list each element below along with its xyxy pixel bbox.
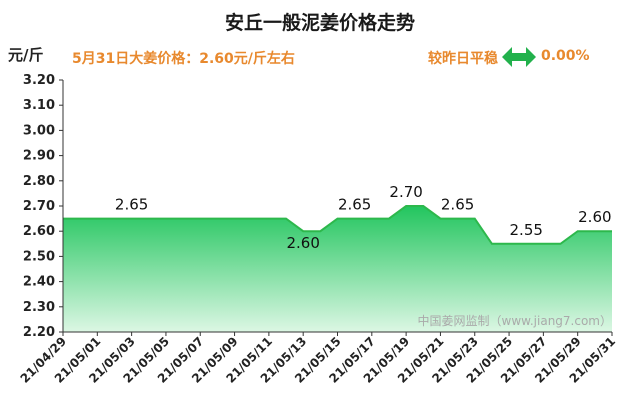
y-tick-label: 2.50 bbox=[23, 249, 55, 264]
y-tick-label: 3.00 bbox=[23, 123, 55, 138]
data-label: 2.70 bbox=[389, 183, 422, 201]
y-tick-label: 2.40 bbox=[23, 275, 55, 290]
price-area bbox=[63, 206, 612, 332]
data-label: 2.60 bbox=[578, 208, 611, 226]
y-tick-label: 3.20 bbox=[23, 73, 55, 88]
y-axis-unit: 元/斤 bbox=[8, 46, 44, 64]
y-tick-label: 2.20 bbox=[23, 325, 55, 340]
y-tick-label: 2.60 bbox=[23, 224, 55, 239]
data-label: 2.60 bbox=[286, 234, 319, 252]
chart-title: 安丘一般泥姜价格走势 bbox=[224, 12, 415, 34]
price-note: 5月31日大姜价格：2.60元/斤左右 bbox=[72, 51, 295, 67]
y-tick-label: 3.10 bbox=[23, 98, 55, 113]
double-arrow-icon bbox=[502, 47, 536, 67]
price-line bbox=[63, 205, 612, 245]
data-label: 2.65 bbox=[441, 196, 474, 214]
y-tick-label: 2.70 bbox=[23, 199, 55, 214]
data-label: 2.55 bbox=[510, 221, 543, 239]
change-value: 0.00% bbox=[541, 48, 590, 64]
y-tick-label: 2.30 bbox=[23, 300, 55, 315]
data-label: 2.65 bbox=[115, 196, 148, 214]
watermark: 中国姜网监制（www.jiang7.com） bbox=[418, 313, 612, 328]
y-tick-label: 2.80 bbox=[23, 174, 55, 189]
change-text: 较昨日平稳 bbox=[428, 51, 498, 67]
data-label: 2.65 bbox=[338, 196, 371, 214]
y-tick-label: 2.90 bbox=[23, 149, 55, 164]
